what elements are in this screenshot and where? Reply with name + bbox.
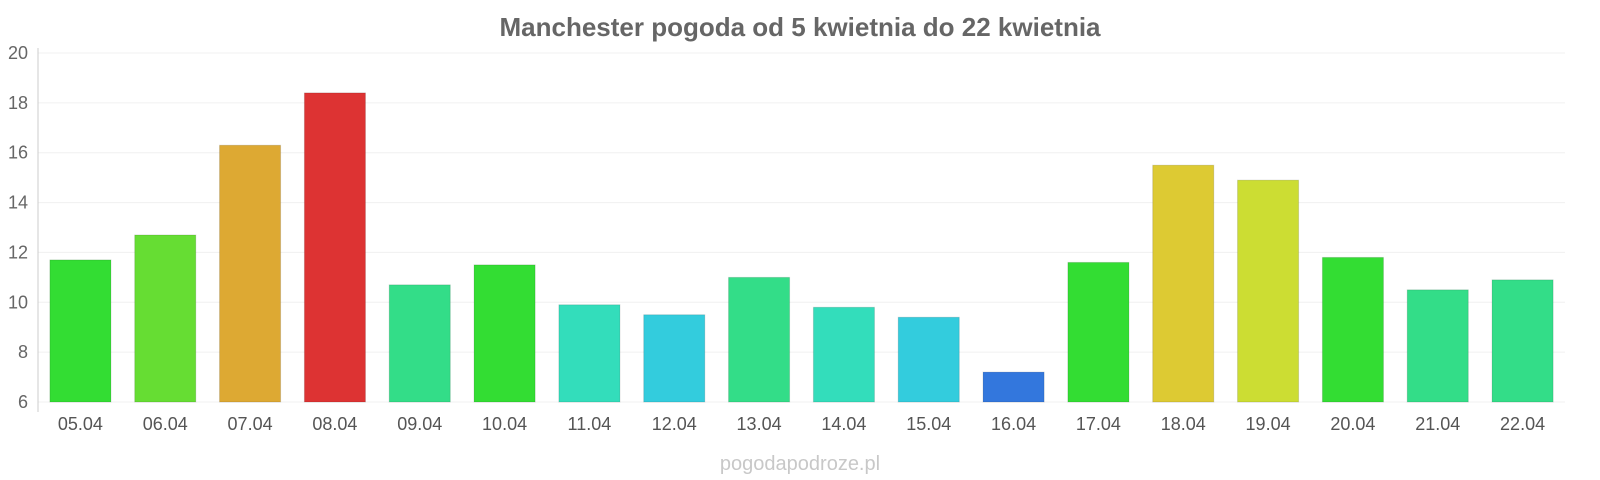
y-tick-label: 6 [18, 392, 28, 412]
x-tick-label: 21.04 [1415, 414, 1460, 434]
bar-22.04 [1491, 279, 1554, 403]
bar-15.04 [897, 316, 960, 403]
bar-17.04 [1067, 261, 1130, 403]
x-tick-label: 07.04 [228, 414, 273, 434]
bar-05.04 [49, 259, 112, 403]
x-tick-label: 14.04 [821, 414, 866, 434]
bar-18.04 [1152, 164, 1215, 403]
x-tick-label: 16.04 [991, 414, 1036, 434]
x-tick-label: 12.04 [652, 414, 697, 434]
x-tick-label: 11.04 [568, 414, 612, 434]
bar-06.04 [134, 234, 197, 403]
x-tick-label: 15.04 [906, 414, 951, 434]
x-tick-label: 19.04 [1246, 414, 1291, 434]
x-tick-label: 17.04 [1076, 414, 1121, 434]
x-tick-label: 09.04 [397, 414, 442, 434]
x-tick-label: 05.04 [58, 414, 103, 434]
y-tick-label: 20 [8, 43, 28, 63]
y-axis: 6 8 10 12 14 16 18 20 [8, 43, 28, 412]
bar-07.04 [219, 144, 282, 403]
y-tick-label: 16 [8, 143, 28, 163]
bar-19.04 [1237, 179, 1300, 403]
bar-09.04 [388, 284, 451, 403]
bar-20.04 [1321, 256, 1384, 403]
bar-08.04 [303, 92, 366, 403]
y-tick-label: 18 [8, 93, 28, 113]
x-tick-label: 18.04 [1161, 414, 1206, 434]
bar-12.04 [643, 314, 706, 403]
x-tick-label: 10.04 [482, 414, 527, 434]
bar-10.04 [473, 264, 536, 403]
x-tick-label: 06.04 [143, 414, 188, 434]
bar-14.04 [812, 306, 875, 403]
bars [49, 92, 1554, 403]
y-tick-label: 10 [8, 292, 28, 312]
watermark: pogodapodroze.pl [720, 453, 880, 475]
x-tick-label: 13.04 [737, 414, 782, 434]
chart-title: Manchester pogoda od 5 kwietnia do 22 kw… [499, 12, 1101, 42]
x-tick-label: 08.04 [312, 414, 357, 434]
bar-16.04 [982, 371, 1045, 403]
grid-layer [38, 52, 1565, 403]
x-tick-label: 20.04 [1330, 414, 1375, 434]
x-tick-label: 22.04 [1500, 414, 1545, 434]
bar-13.04 [728, 276, 791, 403]
bar-11.04 [558, 304, 621, 403]
y-tick-label: 8 [18, 342, 28, 362]
y-tick-label: 14 [8, 193, 28, 213]
x-axis: 05.04 06.04 07.04 08.04 09.04 10.04 11.04 12.04… [58, 414, 1545, 434]
y-tick-label: 12 [8, 242, 28, 262]
bar-21.04 [1406, 289, 1469, 403]
